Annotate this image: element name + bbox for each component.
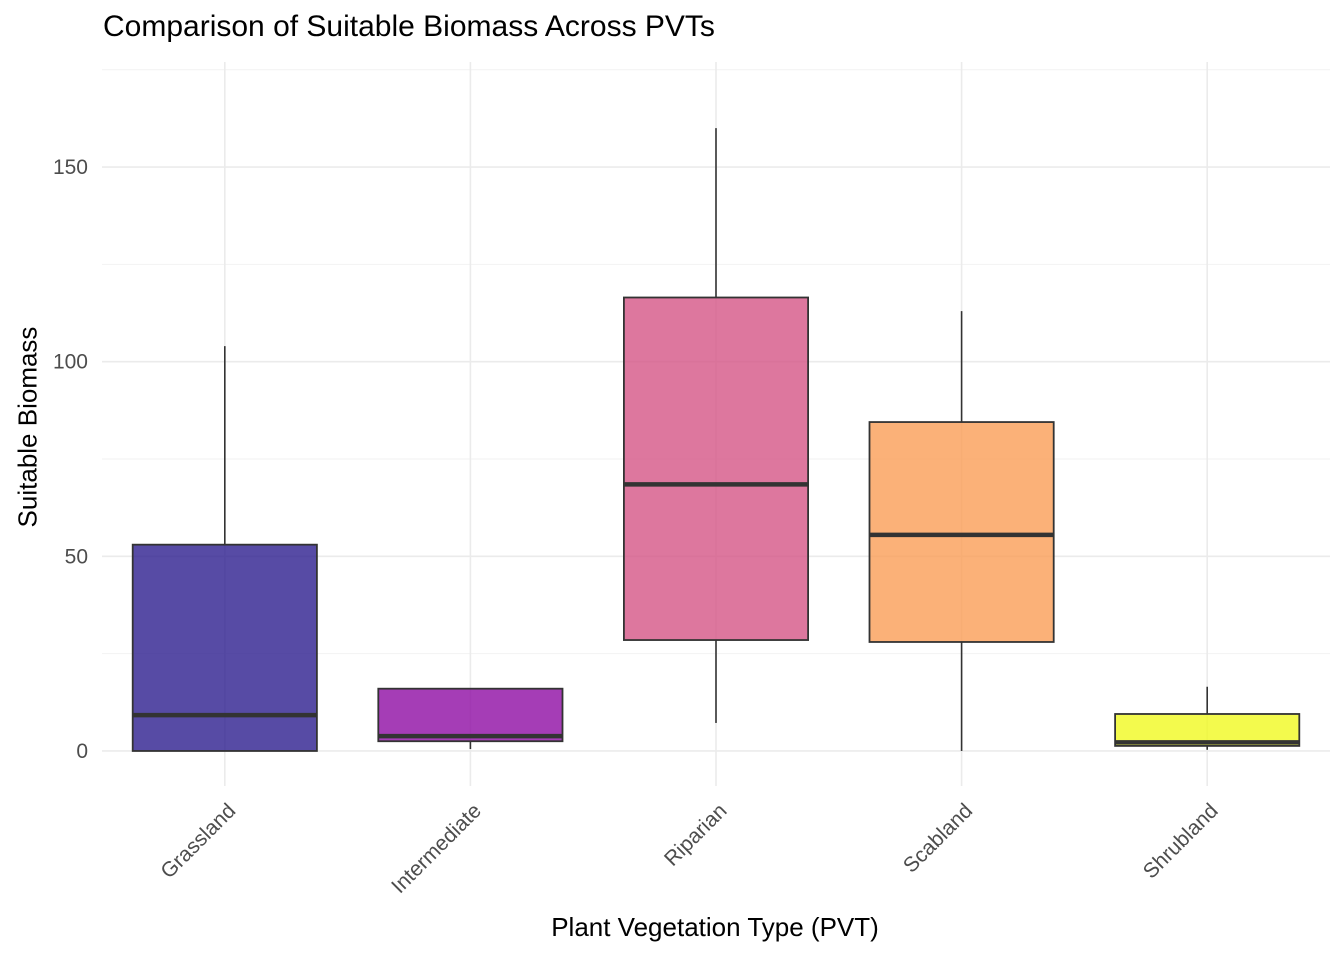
y-tick-label: 50 [65,545,88,568]
box-shrubland [1114,686,1301,750]
y-tick-label: 100 [53,351,88,374]
box-intermediate [377,687,564,750]
x-tick-label: Riparian [660,799,732,871]
box-iqr [623,296,810,641]
box-iqr [131,543,318,752]
x-tick-label: Scabland [899,799,977,877]
y-axis-tick-labels: 0 50 100 150 [53,156,88,763]
boxes [131,128,1301,752]
y-tick-label: 150 [53,156,88,179]
y-tick-label: 0 [76,740,88,763]
x-axis-title: Plant Vegetation Type (PVT) [551,912,879,942]
y-axis-title: Suitable Biomass [12,326,43,528]
box-grassland [131,346,318,752]
box-scabland [868,311,1055,751]
box-iqr [377,687,564,743]
x-axis-tick-labels: Grassland Intermediate Riparian Scabland Shr… [156,799,1222,898]
chart-title: Comparison of Suitable Biomass Across PV… [103,10,715,43]
box-iqr [868,421,1055,643]
x-tick-label: Grassland [156,799,240,883]
x-tick-label: Shrubland [1139,799,1223,883]
x-tick-label: Intermediate [387,799,486,898]
box-riparian [623,128,810,723]
